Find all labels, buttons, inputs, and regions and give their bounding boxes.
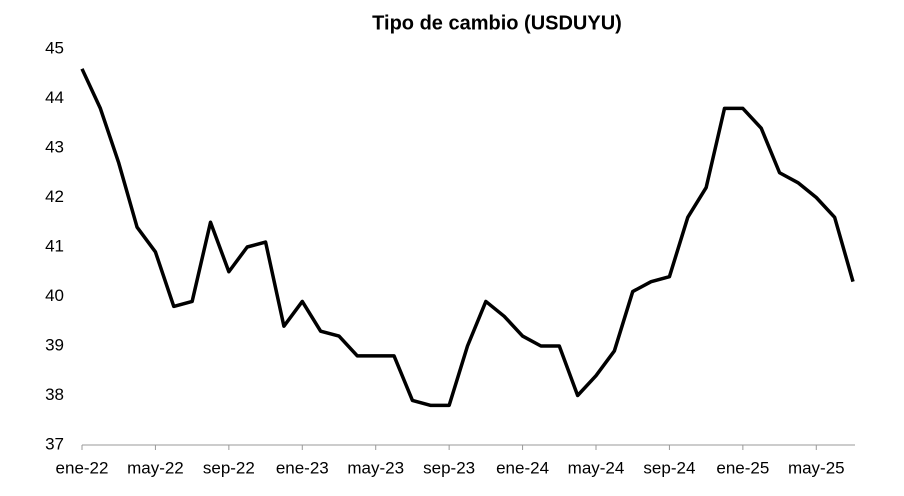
y-tick-label: 41 <box>45 236 64 255</box>
chart-title: Tipo de cambio (USDUYU) <box>372 12 622 34</box>
line <box>80 68 855 408</box>
x-tick-label: sep-24 <box>643 458 695 477</box>
x-tick-label: may-23 <box>347 458 404 477</box>
y-tick-label: 39 <box>45 335 64 354</box>
y-tick-label: 45 <box>45 38 64 57</box>
x-tick-label: ene-25 <box>716 458 769 477</box>
y-tick-label: 44 <box>45 88 64 107</box>
y-tick-label: 38 <box>45 385 64 404</box>
y-tick-label: 43 <box>45 137 64 156</box>
x-tick-label: may-24 <box>568 458 625 477</box>
x-tick-label: sep-22 <box>203 458 255 477</box>
x-tick-label: ene-22 <box>56 458 109 477</box>
y-tick-label: 37 <box>45 434 64 453</box>
y-tick-label: 42 <box>45 187 64 206</box>
x-tick-label: may-25 <box>788 458 845 477</box>
y-tick-label: 40 <box>45 286 64 305</box>
x-tick-label: ene-24 <box>496 458 549 477</box>
x-tick-label: sep-23 <box>423 458 475 477</box>
x-tick-label: may-22 <box>127 458 184 477</box>
x-tick-label: ene-23 <box>276 458 329 477</box>
